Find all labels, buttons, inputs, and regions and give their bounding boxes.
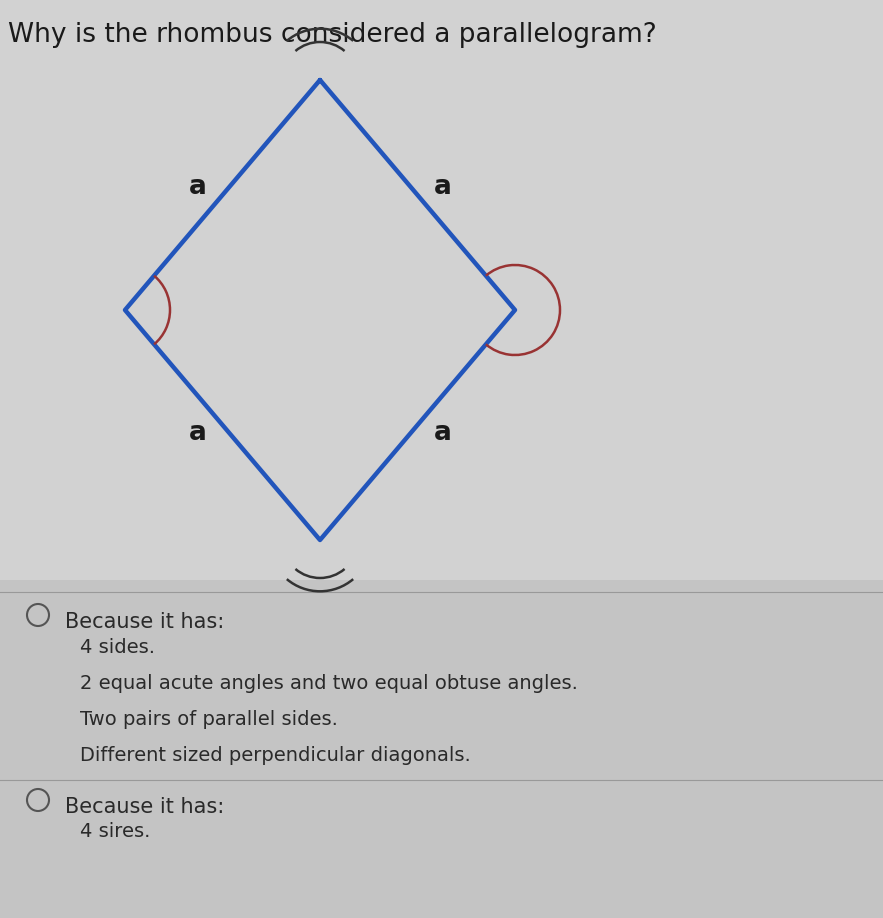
Text: Different sized perpendicular diagonals.: Different sized perpendicular diagonals. <box>80 746 471 765</box>
Bar <box>0 580 883 918</box>
Text: Because it has:: Because it has: <box>65 797 224 817</box>
Text: Because it has:: Because it has: <box>65 612 224 632</box>
Text: 4 sires.: 4 sires. <box>80 822 150 841</box>
Text: Two pairs of parallel sides.: Two pairs of parallel sides. <box>80 710 338 729</box>
Text: a: a <box>189 174 207 200</box>
Text: a: a <box>434 174 451 200</box>
Text: 2 equal acute angles and two equal obtuse angles.: 2 equal acute angles and two equal obtus… <box>80 674 577 693</box>
Text: a: a <box>434 420 451 445</box>
Text: a: a <box>189 420 207 445</box>
Text: Why is the rhombus considered a parallelogram?: Why is the rhombus considered a parallel… <box>8 22 657 48</box>
Bar <box>0 0 883 580</box>
Text: 4 sides.: 4 sides. <box>80 638 155 657</box>
